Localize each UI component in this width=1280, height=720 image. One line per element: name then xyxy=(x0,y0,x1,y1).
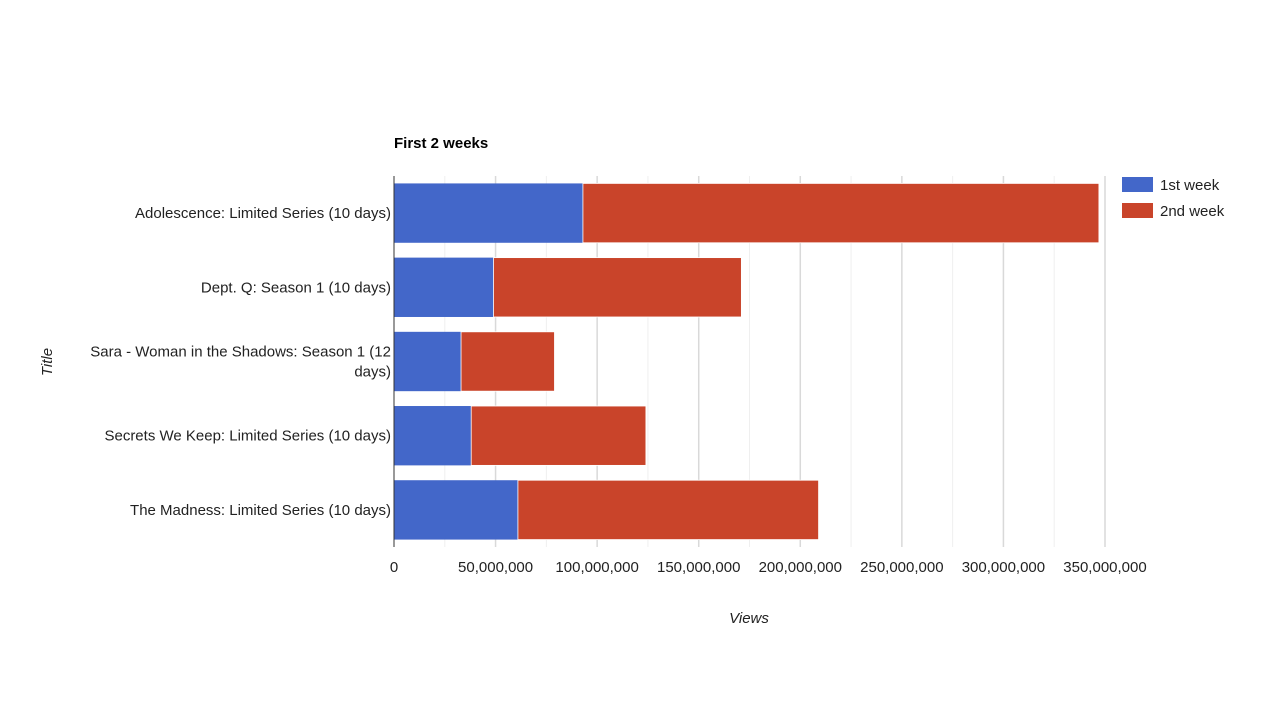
x-tick-label: 0 xyxy=(390,559,398,576)
x-tick-label: 200,000,000 xyxy=(759,559,842,576)
bar-week2 xyxy=(493,257,742,318)
x-tick-label: 350,000,000 xyxy=(1063,559,1146,576)
x-tick-label: 100,000,000 xyxy=(555,559,638,576)
legend-label: 1st week xyxy=(1160,177,1220,194)
category-label: Adolescence: Limited Series (10 days) xyxy=(135,205,391,222)
category-label: Sara - Woman in the Shadows: Season 1 (1… xyxy=(90,344,391,381)
x-tick-label: 300,000,000 xyxy=(962,559,1045,576)
legend-swatch xyxy=(1122,177,1153,192)
legend-label: 2nd week xyxy=(1160,203,1225,220)
y-axis-title: Title xyxy=(39,348,56,376)
category-label-line: Secrets We Keep: Limited Series (10 days… xyxy=(104,428,391,445)
x-tick-label: 250,000,000 xyxy=(860,559,943,576)
bar-week2 xyxy=(470,405,647,466)
category-label-line: Adolescence: Limited Series (10 days) xyxy=(135,205,391,222)
x-tick-label: 50,000,000 xyxy=(458,559,533,576)
category-label-line: days) xyxy=(354,364,391,381)
category-label-line: Sara - Woman in the Shadows: Season 1 (1… xyxy=(90,344,391,361)
x-axis-title: Views xyxy=(729,610,769,627)
legend-swatch xyxy=(1122,203,1153,218)
category-label-line: Dept. Q: Season 1 (10 days) xyxy=(201,279,391,296)
bar-week1 xyxy=(394,183,583,243)
bar-week1 xyxy=(394,331,462,392)
x-tick-label: 150,000,000 xyxy=(657,559,740,576)
legend: 1st week 2nd week xyxy=(1122,177,1225,220)
bar-week1 xyxy=(394,406,472,466)
chart-title: First 2 weeks xyxy=(394,135,488,152)
bars xyxy=(394,183,1100,540)
bar-week2 xyxy=(460,331,555,392)
bar-week1 xyxy=(394,480,518,540)
bar-week1 xyxy=(394,257,494,317)
category-labels: Adolescence: Limited Series (10 days) Dep… xyxy=(90,205,391,519)
bar-week2 xyxy=(517,479,819,540)
bar-week2 xyxy=(582,183,1100,244)
category-label: Dept. Q: Season 1 (10 days) xyxy=(201,279,391,296)
category-label: Secrets We Keep: Limited Series (10 days… xyxy=(104,428,391,445)
category-label: The Madness: Limited Series (10 days) xyxy=(130,502,391,519)
x-tick-labels: 0 50,000,000 100,000,000 150,000,000 200,000… xyxy=(390,559,1147,576)
category-label-line: The Madness: Limited Series (10 days) xyxy=(130,502,391,519)
